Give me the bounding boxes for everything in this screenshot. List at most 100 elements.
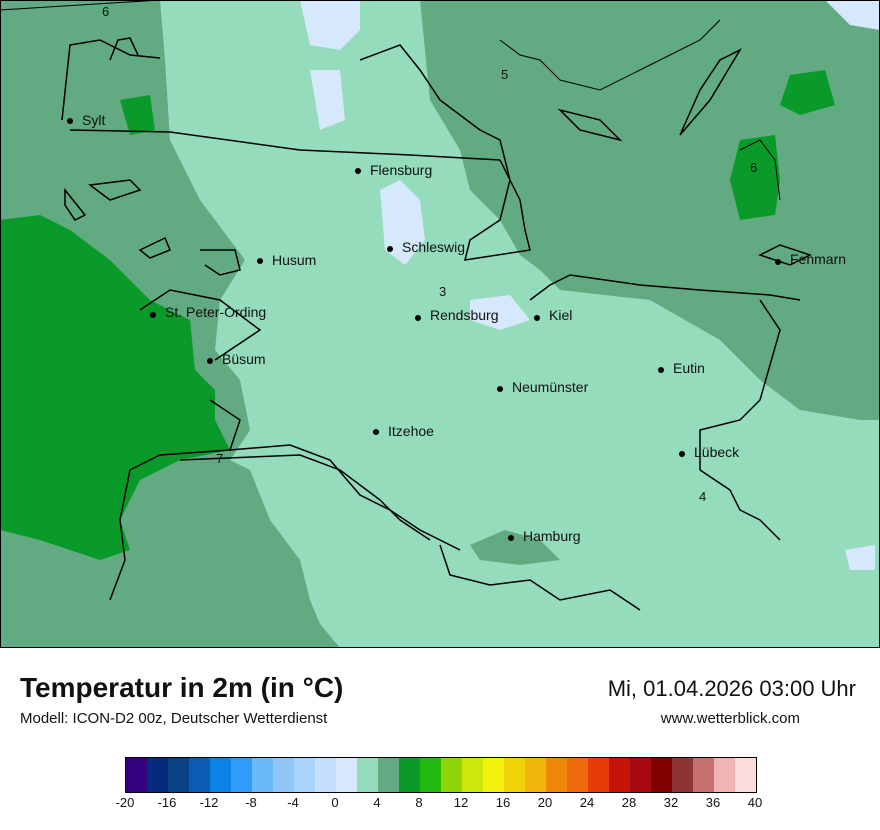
legend-tick-label: -16 [157,795,177,810]
city-kiel[interactable]: Kiel [534,307,572,323]
legend-swatch [168,758,189,792]
legend-tick-label: 8 [415,795,423,810]
city-marker [658,367,664,373]
city-sylt[interactable]: Sylt [67,112,105,128]
region-0-2-patch [845,545,875,570]
legend-swatch [441,758,462,792]
city-label: Neumünster [512,379,589,395]
isotherm [739,139,781,201]
city-marker [150,312,156,318]
city-label: Schleswig [402,239,465,255]
region-0-2-patch [825,0,880,30]
border-mecklenburg [699,469,781,541]
city-luebeck[interactable]: Lübeck [679,444,740,460]
city-buesum[interactable]: Büsum [207,351,266,367]
city-flensburg[interactable]: Flensburg [355,162,432,178]
region-4-6-southwest [100,500,340,648]
legend-tick-label: -4 [287,795,299,810]
city-marker [679,451,685,457]
legend-swatch [483,758,504,792]
city-label: Sylt [82,112,105,128]
city-marker [508,535,514,541]
legend-swatch [294,758,315,792]
city-husum[interactable]: Husum [257,252,316,268]
legend-swatch [525,758,546,792]
coastline [109,37,139,61]
coastline-west [200,249,241,276]
city-label: Hamburg [523,528,581,544]
legend-swatch [735,758,756,792]
legend-swatch [630,758,651,792]
coastline-fehmarn-south [699,299,781,470]
city-marker [373,429,379,435]
legend-tick-label: -8 [245,795,257,810]
city-marker [257,258,263,264]
coastline-baltic-north [557,108,623,142]
city-label: Flensburg [370,162,432,178]
city-marker [207,358,213,364]
legend-tick-label: 32 [663,795,679,810]
city-marker [67,118,73,124]
coastline [88,179,142,201]
region-0-2-patch [470,295,530,330]
legend-tick-label: 16 [495,795,511,810]
city-eutin[interactable]: Eutin [658,360,705,376]
isotherm [0,0,161,11]
city-label: St. Peter-Ording [165,304,266,320]
legend-tick-label: -12 [199,795,219,810]
contour-label: 4 [699,489,706,504]
legend-swatch [273,758,294,792]
legend-swatch [336,758,357,792]
contour-label: 6 [102,4,109,19]
city-schleswig[interactable]: Schleswig [387,239,465,255]
contour-label: 7 [216,451,223,466]
city-st-peter-ording[interactable]: St. Peter-Ording [150,304,266,320]
coastline-dithmarschen [109,399,241,601]
coastline [61,39,161,121]
city-fehmarn[interactable]: Fehmarn [775,251,846,267]
city-itzehoe[interactable]: Itzehoe [373,423,434,439]
legend-tick-label: 24 [579,795,595,810]
city-label: Fehmarn [790,251,846,267]
legend-tick-label: 28 [621,795,637,810]
coastlines [61,37,812,611]
legend-tick-label: -20 [115,795,135,810]
city-label: Husum [272,252,316,268]
city-label: Itzehoe [388,423,434,439]
city-rendsburg[interactable]: Rendsburg [415,307,499,323]
color-legend [125,757,757,793]
legend-swatch [231,758,252,792]
legend-swatch [420,758,441,792]
legend-swatch [609,758,630,792]
model-info: Modell: ICON-D2 00z, Deutscher Wetterdie… [20,710,328,727]
city-marker [355,168,361,174]
legend-swatch [504,758,525,792]
city-label: Büsum [222,351,266,367]
legend-tick-label: 4 [373,795,381,810]
legend-swatch [126,758,147,792]
region-0-2-patch [310,70,345,130]
coastline-kiel-fjord [529,274,801,301]
legend-swatch [399,758,420,792]
city-neumuenster[interactable]: Neumünster [497,379,589,395]
website-link[interactable]: www.wetterblick.com [660,710,800,727]
isotherms [0,0,781,201]
contour-label: 5 [501,67,508,82]
city-marker [387,246,393,252]
legend-swatch [462,758,483,792]
legend-swatch [567,758,588,792]
city-marker [415,315,421,321]
border-lower-saxony [439,544,641,611]
isotherm [499,19,721,91]
legend-tick-label: 40 [747,795,763,810]
legend-tick-label: 36 [705,795,721,810]
coastline-funen [679,48,742,136]
legend-ticks: -20 -16 -12 -8 -4 0 4 8 12 16 20 24 28 32 36 40 [0,795,880,815]
legend-swatch [210,758,231,792]
city-label: Rendsburg [430,307,499,323]
legend-swatch [672,758,693,792]
region-0-2-patch [300,0,360,50]
legend-swatch [147,758,168,792]
city-hamburg[interactable]: Hamburg [508,528,581,544]
temperature-map: 6 5 6 3 7 4 Sylt Flensburg Husum Schlesw… [0,0,880,648]
